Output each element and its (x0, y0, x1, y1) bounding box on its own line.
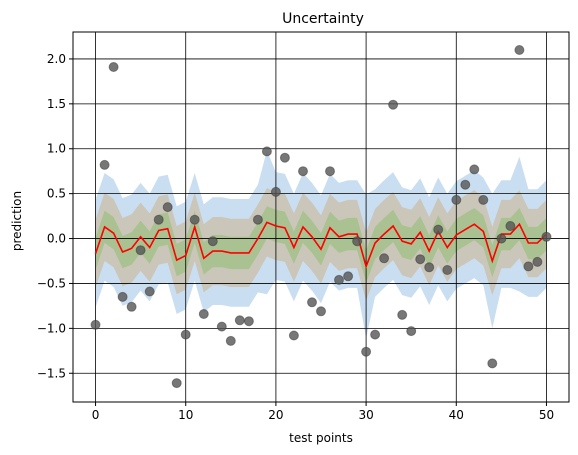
observation-point (487, 358, 498, 369)
observation-point (198, 309, 209, 319)
observation-point (307, 297, 317, 308)
observation-point (243, 316, 254, 327)
observation-point (397, 309, 408, 320)
y-tick-label: −1.5 (37, 366, 66, 380)
y-tick-label: 1.0 (47, 142, 66, 156)
y-tick-label: 0.5 (47, 187, 66, 201)
observation-point (532, 256, 543, 267)
observation-point (171, 378, 182, 389)
observation-point (523, 261, 534, 272)
observation-point (126, 301, 137, 312)
y-tick-label: 1.5 (47, 97, 66, 111)
observation-point (451, 194, 462, 205)
observation-point (388, 99, 399, 110)
y-tick-label: −1.0 (37, 321, 66, 335)
observation-point (216, 321, 227, 332)
observation-point (406, 326, 417, 337)
observation-point (99, 159, 110, 170)
observation-point (514, 45, 525, 55)
observation-point (252, 214, 263, 225)
observation-point (343, 271, 354, 282)
plot-area: 0 10 20 30 40 50 −1.5 −1.0 −0.5 0.0 0.5 1.0 1.5 2.0 (37, 31, 570, 422)
x-tick-label: 0 (92, 408, 100, 422)
observation-point (496, 233, 507, 244)
observation-point (117, 291, 128, 302)
observation-point (334, 274, 344, 285)
uncertainty-band-1sigma (95, 206, 547, 283)
observation-point (144, 286, 155, 297)
y-axis-label: prediction (10, 191, 24, 251)
observation-point (469, 164, 480, 175)
y-tick-label: 0.0 (47, 232, 66, 246)
axes-frame (72, 31, 570, 403)
observation-point (541, 231, 552, 242)
x-tick-label: 30 (358, 408, 373, 422)
observation-point (379, 253, 390, 264)
observation-point (433, 224, 444, 235)
chart-title: Uncertainty (282, 11, 364, 27)
observation-point (90, 319, 101, 330)
observation-point (460, 179, 471, 190)
observation-point (153, 214, 164, 225)
observation-point (261, 146, 272, 157)
y-tick-label: −0.5 (37, 276, 66, 290)
x-tick-label: 10 (178, 408, 193, 422)
observation-point (424, 262, 435, 273)
x-tick-label: 40 (449, 408, 464, 422)
observation-point (370, 329, 381, 340)
observation-point (325, 166, 335, 177)
x-axis-label: test points (289, 431, 353, 445)
observation-point (135, 245, 146, 256)
observation-point (361, 346, 372, 357)
observation-point (316, 306, 326, 317)
observation-point (352, 236, 363, 247)
observation-point (442, 265, 453, 275)
observation-point (478, 194, 489, 205)
observation-point (180, 329, 191, 340)
x-tick-label: 50 (539, 408, 554, 422)
observation-point (207, 236, 218, 247)
observation-point (189, 214, 200, 225)
mean-prediction-line (94, 221, 548, 269)
observation-point (298, 166, 308, 177)
observation-point (162, 202, 173, 213)
observation-point (234, 315, 245, 326)
observation-point (279, 152, 290, 163)
observation-point (225, 335, 236, 346)
observation-point (270, 186, 281, 197)
observation-point (288, 330, 299, 341)
observation-point (505, 221, 516, 231)
observation-point (108, 62, 119, 72)
x-tick-label: 20 (268, 408, 283, 422)
observation-point (415, 254, 426, 265)
y-tick-label: 2.0 (47, 52, 66, 66)
